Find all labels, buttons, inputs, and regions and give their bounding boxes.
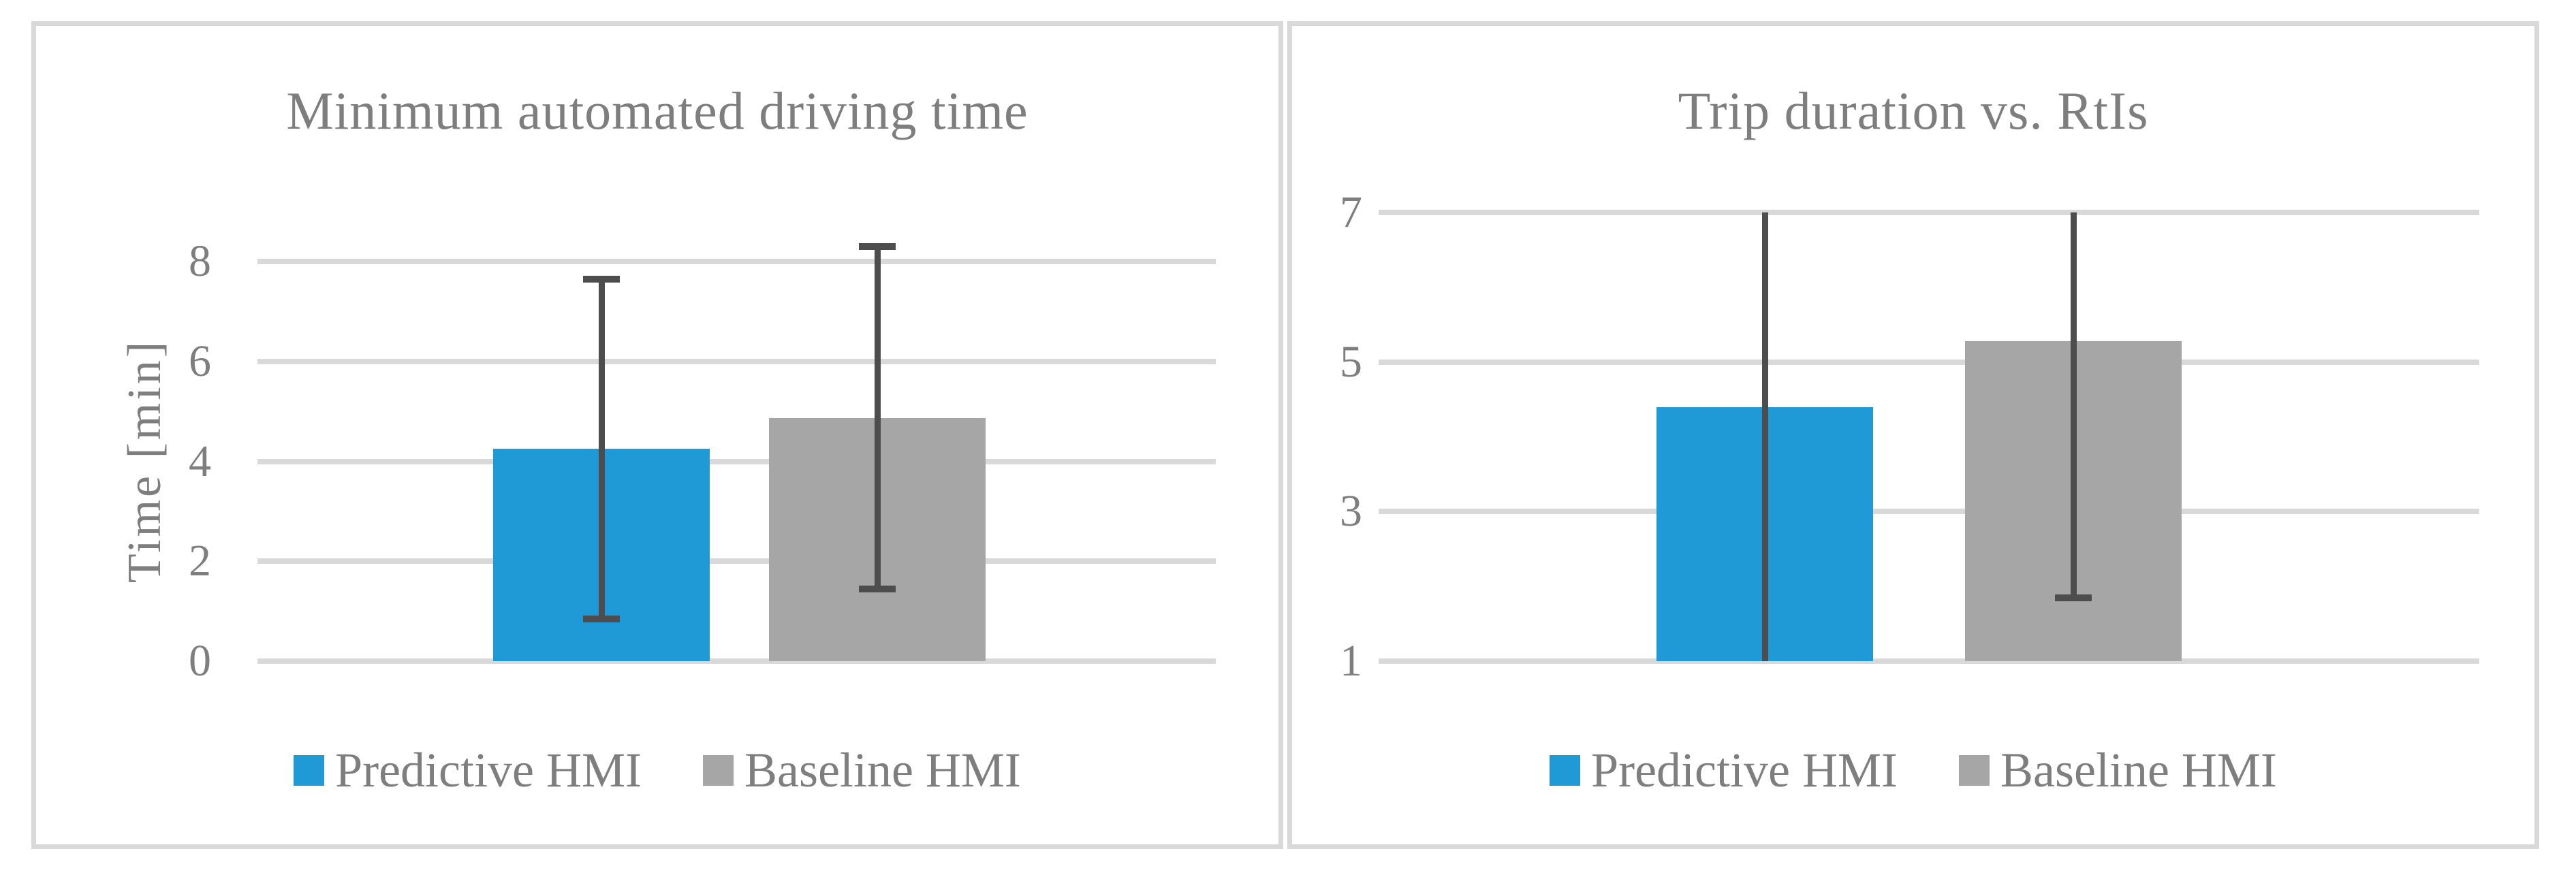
y-tick-label-5: 5	[1340, 336, 1362, 387]
y-tick-label-7: 7	[1340, 187, 1362, 237]
legend-swatch-baseline-icon	[702, 755, 734, 786]
legend-item-baseline: Baseline HMI	[1958, 742, 2277, 799]
legend-label-baseline: Baseline HMI	[2000, 743, 2277, 797]
error-bar-line-predictive-hmi	[1762, 212, 1768, 661]
chart-title: Trip duration vs. RtIs	[1678, 81, 2149, 140]
y-tick-label-3: 3	[1340, 486, 1362, 537]
legend-swatch-predictive-icon	[1550, 755, 1581, 786]
legend-item-baseline: Baseline HMI	[702, 742, 1021, 799]
chart-panel-trip-duration-vs-rtis: Trip duration vs. RtIs 1 3 5 7 Predictive H…	[1287, 21, 2539, 849]
y-tick-label-6: 6	[189, 336, 211, 386]
legend-swatch-predictive-icon	[294, 755, 325, 786]
legend-swatch-baseline-icon	[1958, 755, 1990, 786]
legend-item-predictive: Predictive HMI	[294, 742, 642, 799]
error-bar-line-baseline-hmi	[875, 246, 881, 589]
y-tick-label-0: 0	[189, 636, 211, 686]
y-tick-label-2: 2	[189, 536, 211, 586]
legend-label-predictive: Predictive HMI	[1591, 743, 1898, 797]
legend-label-predictive: Predictive HMI	[335, 743, 642, 797]
gridline-y-8	[257, 259, 1216, 264]
legend: Predictive HMI Baseline HMI	[36, 742, 1278, 799]
error-bar-line-predictive-hmi	[599, 278, 605, 619]
legend-label-baseline: Baseline HMI	[744, 743, 1021, 797]
error-bar-cap-bottom-baseline-hmi	[2055, 594, 2092, 601]
gridline-y-3	[1379, 509, 2479, 515]
gridline-y-1	[1379, 658, 2479, 664]
error-bar-line-baseline-hmi	[2071, 212, 2077, 598]
legend-item-predictive: Predictive HMI	[1550, 742, 1898, 799]
gridline-y-4	[257, 458, 1216, 464]
y-tick-label-1: 1	[1340, 636, 1362, 686]
error-bar-cap-top-predictive-hmi	[583, 275, 620, 283]
chart-title: Minimum automated driving time	[286, 81, 1028, 140]
plot-area: 1 3 5 7	[1292, 26, 2534, 844]
plot-area: 0 2 4 6 8	[36, 26, 1278, 844]
error-bar-cap-bottom-baseline-hmi	[859, 585, 896, 592]
error-bar-cap-bottom-predictive-hmi	[583, 615, 620, 622]
gridline-y-7	[1379, 210, 2479, 215]
gridline-y-5	[1379, 359, 2479, 365]
chart-panel-min-automated-driving-time: Minimum automated driving time Time [min…	[31, 21, 1283, 849]
legend: Predictive HMI Baseline HMI	[1292, 742, 2534, 799]
gridline-y-0	[257, 658, 1216, 664]
gridline-y-2	[257, 558, 1216, 564]
y-tick-label-8: 8	[189, 236, 211, 286]
error-bar-cap-top-baseline-hmi	[859, 242, 896, 250]
y-tick-label-4: 4	[189, 436, 211, 486]
gridline-y-6	[257, 358, 1216, 364]
